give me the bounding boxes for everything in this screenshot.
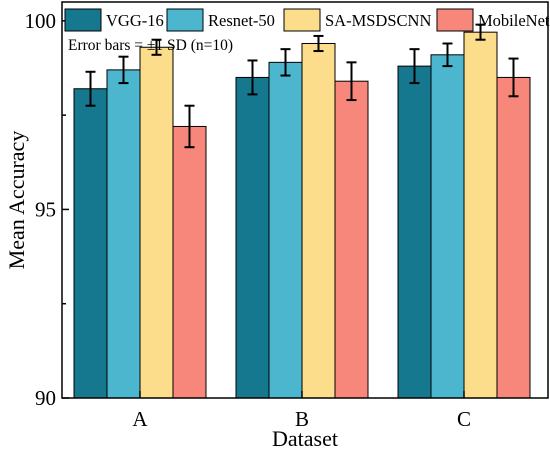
bar [235, 76, 270, 399]
bar [172, 125, 207, 399]
bar [106, 69, 141, 399]
bar [268, 61, 303, 399]
y-axis-label: Mean Accuracy [4, 131, 29, 270]
bar [73, 88, 108, 399]
legend: VGG-16 Resnet-50 SA-MSDSCNN MobileNet [64, 8, 550, 32]
y-tick-label: 95 [35, 197, 56, 221]
x-tick-label: B [295, 407, 309, 431]
legend-swatch [283, 8, 321, 32]
bars-group [73, 23, 531, 399]
bar [496, 76, 531, 399]
bar [139, 46, 174, 399]
x-tick-label: C [457, 407, 471, 431]
y-tick-label: 90 [35, 386, 56, 410]
legend-label: Resnet-50 [208, 11, 275, 30]
y-tick-label: 100 [25, 9, 57, 33]
bar [301, 42, 336, 399]
legend-label: SA-MSDSCNN [325, 11, 431, 30]
legend-swatch [166, 8, 204, 32]
legend-swatch [436, 8, 474, 32]
plot-frame [61, 1, 549, 399]
x-axis-label: Dataset [272, 426, 338, 451]
legend-label: VGG-16 [106, 11, 164, 30]
error-bar-note: Error bars = ±1 SD (n=10) [68, 37, 233, 54]
legend-label: MobileNet [478, 11, 550, 30]
x-tick-label: A [132, 407, 148, 431]
bar [397, 65, 432, 399]
bar [334, 80, 369, 399]
bar [463, 31, 498, 399]
legend-swatch [64, 8, 102, 32]
bar [430, 54, 465, 399]
